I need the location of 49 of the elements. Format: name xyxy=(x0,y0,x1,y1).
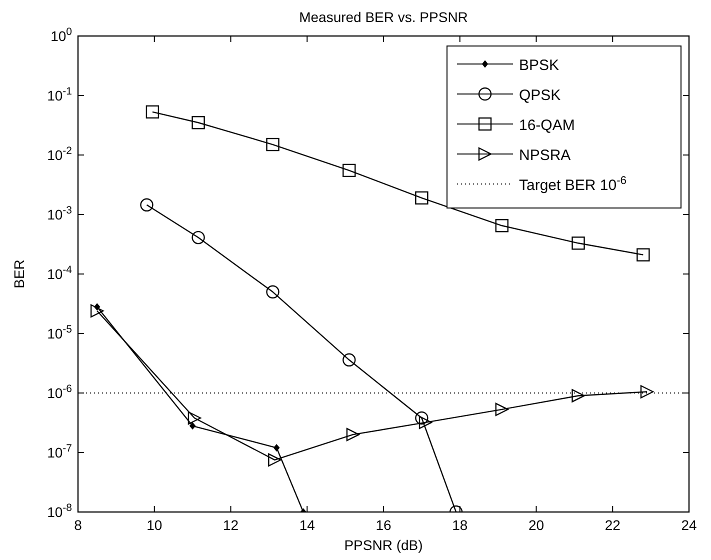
point xyxy=(274,444,280,452)
point xyxy=(640,385,654,398)
point xyxy=(636,248,650,262)
point xyxy=(415,411,428,425)
point xyxy=(572,389,585,402)
legend-label: NPSRA xyxy=(519,147,571,164)
x-tick-label: 12 xyxy=(222,517,239,533)
point xyxy=(495,402,508,416)
legend-label: BPSK xyxy=(519,57,560,74)
y-axis-title: BER xyxy=(11,260,27,288)
y-tick-label: 10$^{-4}$ xyxy=(47,264,72,282)
y-tick-label: 10$^{-6}$ xyxy=(47,383,72,401)
point xyxy=(572,236,585,250)
point xyxy=(266,285,280,299)
point xyxy=(415,191,428,205)
point xyxy=(146,105,160,119)
point xyxy=(90,304,104,318)
point xyxy=(140,198,154,212)
point xyxy=(346,428,360,442)
point xyxy=(192,230,205,244)
y-tick-label: 10$^{-7}$ xyxy=(47,442,72,460)
y-tick-label: 10$^{-5}$ xyxy=(47,324,72,342)
x-tick-label: 10 xyxy=(146,517,162,533)
chart-title: Measured BER vs. PPSNR xyxy=(299,9,468,25)
point xyxy=(342,353,356,366)
x-tick-label: 24 xyxy=(681,517,697,533)
y-tick-label: 10$^{-3}$ xyxy=(47,204,72,222)
legend-label: QPSK xyxy=(519,87,561,104)
x-tick-label: 22 xyxy=(604,517,621,533)
x-tick-label: 14 xyxy=(299,517,316,533)
point xyxy=(190,422,196,430)
point xyxy=(188,411,202,425)
y-tick-label: 10$^{-1}$ xyxy=(47,86,72,104)
x-tick-label: 16 xyxy=(376,517,392,533)
point xyxy=(192,116,205,130)
point xyxy=(418,416,432,430)
x-tick-label: 18 xyxy=(452,517,468,533)
y-tick-label: 10$^{0}$ xyxy=(50,26,72,44)
legend-label: 16-QAM xyxy=(519,117,575,134)
y-tick-label: 10$^{-8}$ xyxy=(47,502,72,520)
x-tick-label: 8 xyxy=(74,517,82,533)
point xyxy=(266,138,280,152)
x-tick-label: 20 xyxy=(528,517,544,533)
point xyxy=(268,453,282,467)
x-axis-title: PPSNR (dB) xyxy=(344,537,423,553)
point xyxy=(342,164,356,178)
legend-label: Target BER 10$^{-6}$ xyxy=(519,175,627,194)
y-tick-label: 10$^{-2}$ xyxy=(47,145,72,163)
point xyxy=(495,219,508,232)
